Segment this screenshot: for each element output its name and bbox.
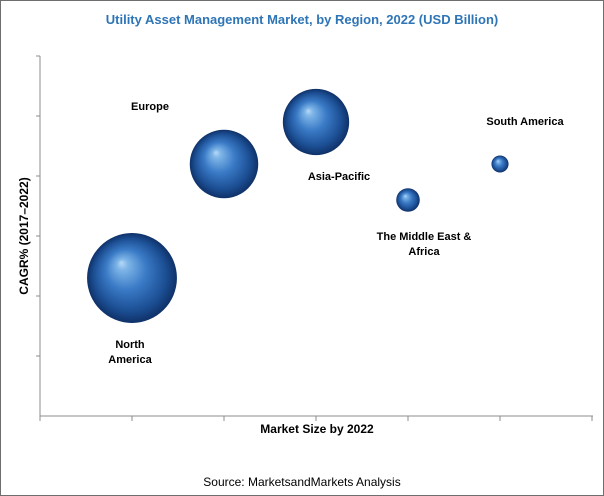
bubble-labels-group: North America Europe Asia-Pacific The Middle… xyxy=(108,101,564,366)
y-axis-ticks xyxy=(36,55,40,357)
bubbles-group xyxy=(87,88,509,323)
bubble-asia-pacific xyxy=(282,88,350,156)
bubble-label-asia-pacific: Asia-Pacific xyxy=(308,171,370,183)
bubble-label-south-america: South America xyxy=(486,116,564,128)
x-axis-ticks xyxy=(39,416,593,421)
source-note: Source: MarketsandMarkets Analysis xyxy=(203,475,400,489)
bubble-label-north-america: North America xyxy=(108,339,152,366)
bubble-label-europe: Europe xyxy=(131,101,169,113)
y-axis-label: CAGR% (2017–2022) xyxy=(17,177,31,294)
bubble-north-america xyxy=(87,233,177,323)
x-axis-label: Market Size by 2022 xyxy=(260,422,374,436)
bubble-label-the-middle-east-africa: The Middle East & Africa xyxy=(377,231,472,258)
chart-title: Utility Asset Management Market, by Regi… xyxy=(106,12,499,27)
bubble-south-america xyxy=(491,155,509,173)
bubble-the-middle-east-africa xyxy=(396,188,420,212)
bubble-europe xyxy=(189,129,259,199)
